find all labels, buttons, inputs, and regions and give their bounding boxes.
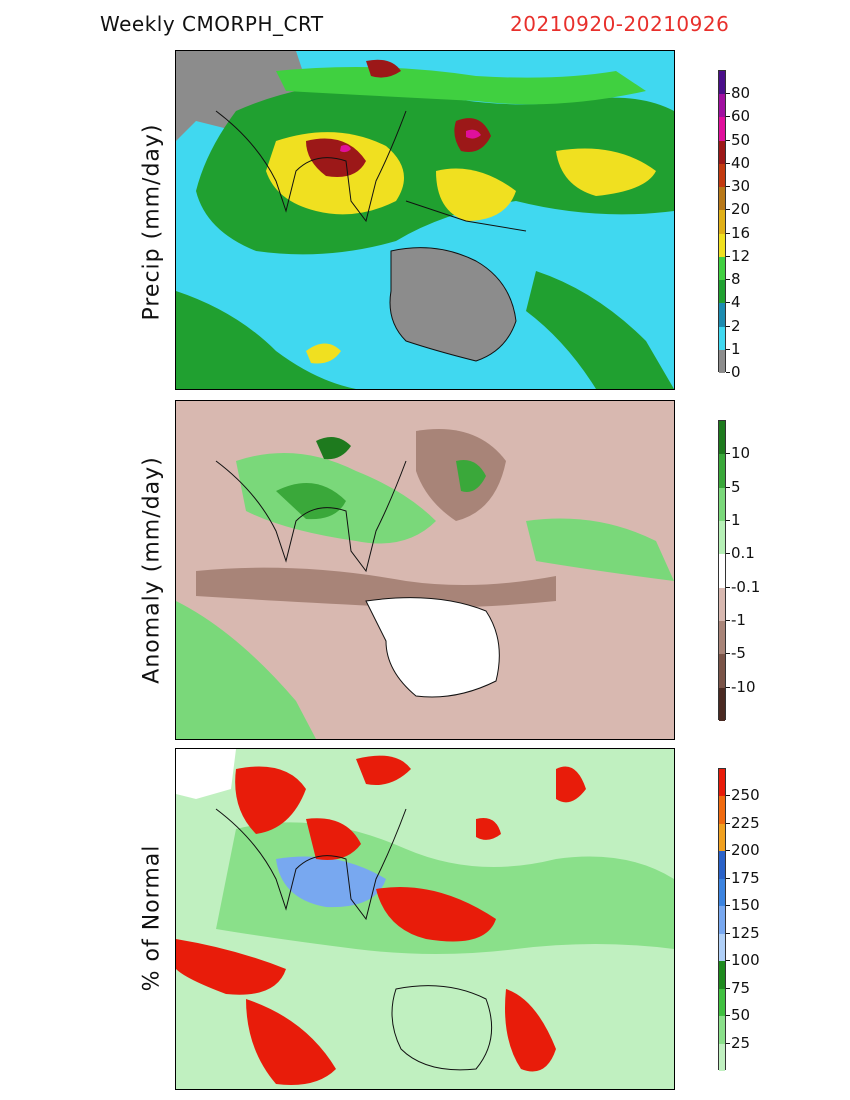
colorbar-segment [719,256,725,281]
colorbar-tick-label: 175 [726,868,760,887]
colorbar-segment [719,587,725,622]
colorbar-segment [719,988,725,1017]
colorbar-tick-label: 0 [726,363,741,381]
colorbar-segment [719,796,725,825]
colorbar-segment [719,349,725,374]
anomaly-map[interactable] [175,400,675,740]
precip-axis-label: Precip (mm/day) [139,123,165,321]
colorbar-tick-label: 0.1 [726,544,755,563]
colorbar-segment [719,687,725,722]
anomaly-axis-label: Anomaly (mm/day) [139,456,165,684]
colorbar-segment [719,117,725,142]
colorbar-segment [719,233,725,258]
colorbar-segment [719,421,725,455]
colorbar-segment [719,823,725,852]
colorbar-tick-label: 150 [726,896,760,915]
colorbar-tick-label: -5 [726,644,746,663]
colorbar-segment [719,878,725,907]
colorbar-segment [719,851,725,880]
colorbar-segment [719,326,725,351]
colorbar-segment [719,140,725,165]
colorbar-tick-label: 75 [725,978,751,997]
colorbar-tick-label: 30 [725,177,751,196]
colorbar-tick-label: 200 [726,841,760,860]
colorbar-segment [719,933,725,962]
colorbar-segment [719,210,725,235]
percent-normal-axis-label: % of Normal [139,844,165,992]
colorbar-tick-label: 4 [726,293,741,312]
colorbar-segment [719,487,725,522]
colorbar-tick-label: 225 [726,813,760,832]
colorbar-segment [719,1016,725,1045]
colorbar-tick-label: 12 [725,246,751,265]
colorbar-tick-label: -0.1 [725,577,761,596]
colorbar-tick-label: 125 [726,923,760,942]
colorbar-segment [719,906,725,935]
colorbar-segment [719,961,725,990]
anomaly-colorbar [718,420,726,722]
colorbar-tick-label: 25 [725,1033,751,1052]
colorbar-tick-label: 2 [726,316,741,335]
colorbar-tick-label: 10 [725,444,751,463]
precip-map[interactable] [175,50,675,390]
colorbar-tick-label: 16 [725,223,751,242]
colorbar-tick-label: 40 [725,153,751,172]
colorbar-tick-label: 60 [725,107,751,126]
colorbar-segment [719,187,725,211]
figure-title: Weekly CMORPH_CRT [100,12,324,36]
colorbar-segment [719,654,725,689]
colorbar-segment [719,521,725,555]
date-range: 20210920-20210926 [510,12,730,36]
percent-normal-map[interactable] [175,748,675,1090]
colorbar-tick-label: 50 [725,130,751,149]
precip-colorbar [718,70,726,374]
colorbar-segment [719,280,725,304]
colorbar-tick-label: -10 [726,677,756,696]
colorbar-segment [719,454,725,489]
colorbar-tick-label: 50 [725,1006,751,1025]
colorbar-segment [719,163,725,188]
colorbar-segment [719,94,725,118]
colorbar-tick-label: -1 [726,611,746,629]
colorbar-tick-label: 80 [725,84,751,103]
colorbar-tick-label: 20 [725,200,751,219]
colorbar-segment [719,769,725,797]
colorbar-segment [719,554,725,589]
colorbar-segment [719,71,725,95]
colorbar-tick-label: 1 [726,511,741,529]
colorbar-tick-label: 100 [726,951,760,970]
colorbar-segment [719,1043,725,1072]
colorbar-tick-label: 5 [726,477,741,496]
colorbar-tick-label: 1 [726,339,741,358]
colorbar-segment [719,303,725,328]
colorbar-tick-label: 8 [726,270,741,289]
colorbar-segment [719,621,725,655]
colorbar-tick-label: 250 [726,786,760,805]
percent-normal-colorbar [718,768,726,1072]
